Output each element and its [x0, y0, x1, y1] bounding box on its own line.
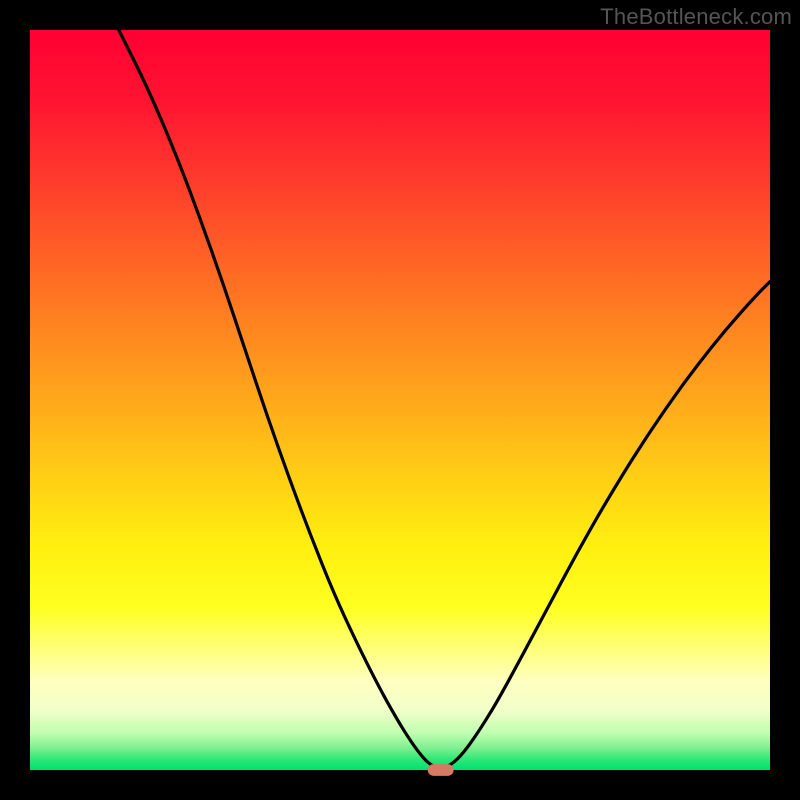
plot-background	[30, 30, 770, 770]
optimal-point-marker	[428, 764, 454, 776]
watermark-text: TheBottleneck.com	[600, 4, 792, 30]
bottleneck-curve-chart	[0, 0, 800, 800]
chart-container: TheBottleneck.com	[0, 0, 800, 800]
